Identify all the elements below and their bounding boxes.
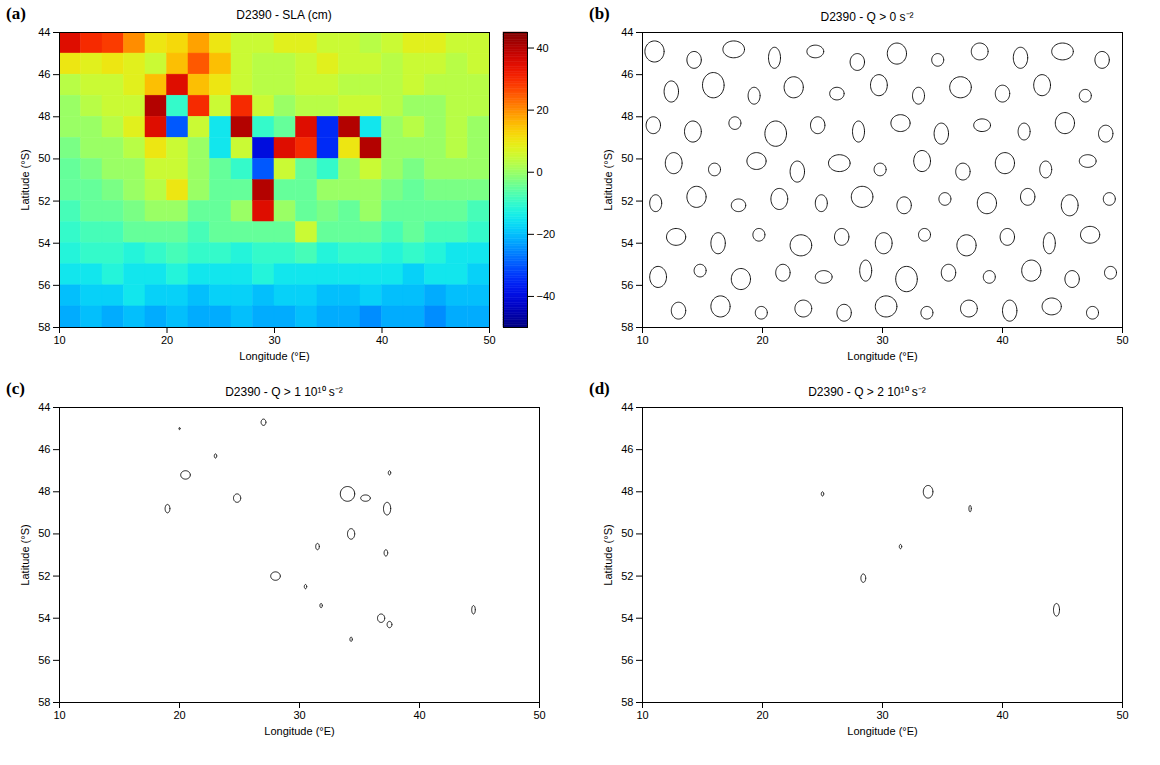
svg-text:52: 52 bbox=[38, 195, 50, 207]
svg-text:58: 58 bbox=[38, 321, 50, 333]
svg-text:10: 10 bbox=[53, 334, 65, 346]
svg-text:52: 52 bbox=[621, 570, 633, 582]
svg-text:50: 50 bbox=[533, 709, 545, 721]
svg-text:58: 58 bbox=[38, 696, 50, 708]
svg-text:48: 48 bbox=[38, 110, 50, 122]
html-text:D2390 - SLA (cm): D2390 - SLA (cm) bbox=[236, 8, 332, 22]
html-text:D2390 - Q > 2 10¹⁰ s⁻²: D2390 - Q > 2 10¹⁰ s⁻² bbox=[808, 385, 926, 399]
svg-text:−40: −40 bbox=[537, 290, 556, 302]
svg-text:44: 44 bbox=[38, 26, 50, 38]
svg-text:40: 40 bbox=[376, 334, 388, 346]
svg-text:0: 0 bbox=[537, 166, 543, 178]
svg-text:56: 56 bbox=[38, 279, 50, 291]
svg-text:Longitude (°E): Longitude (°E) bbox=[239, 350, 309, 362]
svg-text:50: 50 bbox=[1116, 709, 1128, 721]
svg-text:50: 50 bbox=[38, 527, 50, 539]
svg-text:20: 20 bbox=[537, 104, 549, 116]
svg-text:Longitude (°E): Longitude (°E) bbox=[847, 350, 917, 362]
svg-text:52: 52 bbox=[621, 195, 633, 207]
svg-text:54: 54 bbox=[38, 237, 50, 249]
svg-text:58: 58 bbox=[621, 321, 633, 333]
svg-text:56: 56 bbox=[621, 279, 633, 291]
svg-text:30: 30 bbox=[876, 709, 888, 721]
svg-text:48: 48 bbox=[621, 110, 633, 122]
svg-text:54: 54 bbox=[38, 612, 50, 624]
svg-text:50: 50 bbox=[621, 527, 633, 539]
svg-text:50: 50 bbox=[621, 152, 633, 164]
svg-text:52: 52 bbox=[38, 570, 50, 582]
svg-text:44: 44 bbox=[621, 26, 633, 38]
svg-text:10: 10 bbox=[636, 709, 648, 721]
svg-text:54: 54 bbox=[621, 237, 633, 249]
svg-text:46: 46 bbox=[38, 443, 50, 455]
svg-text:56: 56 bbox=[621, 654, 633, 666]
svg-text:30: 30 bbox=[876, 334, 888, 346]
svg-text:30: 30 bbox=[268, 334, 280, 346]
svg-text:56: 56 bbox=[38, 654, 50, 666]
svg-text:54: 54 bbox=[621, 612, 633, 624]
svg-text:48: 48 bbox=[621, 485, 633, 497]
html-text:(c): (c) bbox=[6, 379, 25, 398]
svg-text:20: 20 bbox=[173, 709, 185, 721]
svg-text:46: 46 bbox=[38, 68, 50, 80]
svg-text:Latitude (°S): Latitude (°S) bbox=[19, 524, 31, 585]
svg-text:48: 48 bbox=[38, 485, 50, 497]
svg-text:Longitude (°E): Longitude (°E) bbox=[264, 725, 334, 737]
svg-text:50: 50 bbox=[483, 334, 495, 346]
svg-text:40: 40 bbox=[996, 709, 1008, 721]
svg-text:10: 10 bbox=[636, 334, 648, 346]
svg-text:40: 40 bbox=[413, 709, 425, 721]
html-text:(d): (d) bbox=[589, 379, 610, 398]
svg-text:46: 46 bbox=[621, 443, 633, 455]
svg-text:46: 46 bbox=[621, 68, 633, 80]
svg-text:10: 10 bbox=[53, 709, 65, 721]
svg-text:20: 20 bbox=[756, 334, 768, 346]
svg-text:Latitude (°S): Latitude (°S) bbox=[19, 149, 31, 210]
svg-text:Latitude (°S): Latitude (°S) bbox=[602, 149, 614, 210]
svg-text:44: 44 bbox=[621, 401, 633, 413]
svg-text:50: 50 bbox=[1116, 334, 1128, 346]
svg-text:Longitude (°E): Longitude (°E) bbox=[847, 725, 917, 737]
html-text:(b): (b) bbox=[589, 4, 610, 23]
svg-text:44: 44 bbox=[38, 401, 50, 413]
html-text:D2390 - Q > 1 10¹⁰ s⁻²: D2390 - Q > 1 10¹⁰ s⁻² bbox=[225, 385, 343, 399]
svg-text:58: 58 bbox=[621, 696, 633, 708]
svg-text:30: 30 bbox=[293, 709, 305, 721]
svg-text:50: 50 bbox=[38, 152, 50, 164]
svg-text:Latitude (°S): Latitude (°S) bbox=[602, 524, 614, 585]
svg-text:40: 40 bbox=[537, 42, 549, 54]
svg-text:20: 20 bbox=[756, 709, 768, 721]
svg-text:40: 40 bbox=[996, 334, 1008, 346]
svg-text:20: 20 bbox=[161, 334, 173, 346]
html-text:D2390 - Q > 0 s⁻²: D2390 - Q > 0 s⁻² bbox=[820, 10, 914, 24]
html-text:(a): (a) bbox=[6, 4, 26, 23]
svg-text:−20: −20 bbox=[537, 228, 556, 240]
